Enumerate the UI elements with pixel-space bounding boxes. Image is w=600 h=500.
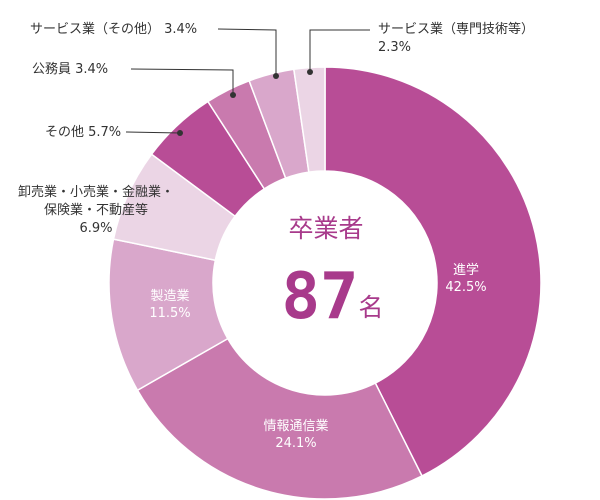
slice-label-2: 情報通信業: [263, 418, 328, 434]
leader-line-7: [217, 28, 277, 76]
slice-labels: 進学 42.5% 情報通信業 24.1% 製造業 11.5% 卸売業・小売業・金融業・保険業…: [18, 21, 534, 451]
graduate-count: 87: [281, 260, 358, 334]
leader-dot-5: [177, 130, 183, 136]
slice-label-4-line-2: 保険業・不動産等: [44, 202, 148, 218]
slice-label-5: その他 5.7%: [45, 125, 121, 140]
slice-label-6: 公務員 3.4%: [32, 62, 108, 77]
slice-8: [292, 66, 326, 174]
slice-value-2: 24.1%: [275, 436, 316, 451]
slice-label-3: 製造業: [150, 288, 189, 304]
center-title: 卒業者: [288, 214, 363, 243]
count-unit: 名: [358, 293, 383, 322]
leader-line-6: [130, 68, 234, 95]
slice-value-1: 42.5%: [445, 280, 486, 295]
slice-2: [136, 337, 424, 500]
slice-label-1: 進学: [453, 262, 479, 278]
leader-dot-7: [273, 73, 279, 79]
slice-value-4: 6.9%: [79, 221, 112, 236]
leader-line-8: [309, 29, 370, 72]
center-summary: 卒業者 87 名: [281, 214, 383, 334]
leader-dot-8: [307, 69, 313, 75]
leader-line-5: [125, 131, 181, 134]
slice-1: [324, 66, 542, 477]
slice-label-4-line-1: 卸売業・小売業・金融業・: [18, 184, 174, 200]
leader-dot-6: [230, 92, 236, 98]
donut-slices: [108, 66, 542, 500]
slice-label-7: サービス業（その他） 3.4%: [30, 21, 197, 37]
slice-label-8: サービス業（専門技術等）: [378, 21, 534, 37]
slice-value-3: 11.5%: [149, 306, 190, 321]
slice-value-8: 2.3%: [378, 40, 411, 55]
